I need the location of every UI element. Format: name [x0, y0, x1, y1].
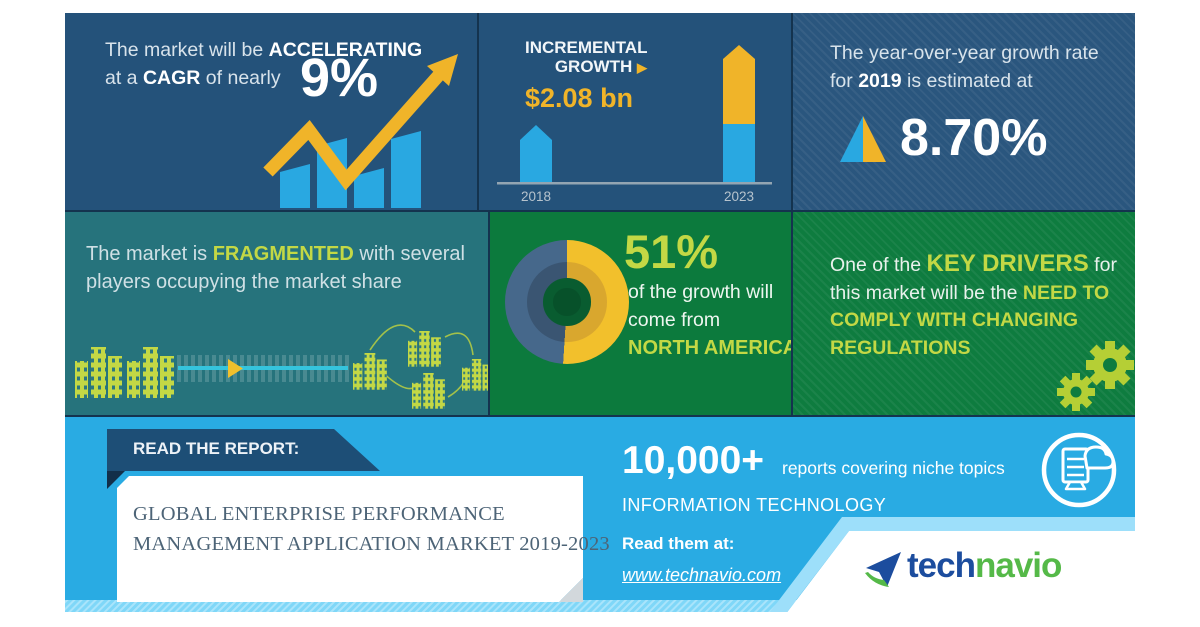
fragmented-text: The market is FRAGMENTED with several pl… [86, 240, 476, 296]
north-america-line2: come from [628, 309, 721, 331]
footer-band [65, 417, 1135, 627]
building-cluster-6 [462, 359, 488, 391]
incremental-title: INCREMENTAL GROWTH ▶ [525, 38, 647, 77]
donut-hole [553, 288, 581, 316]
cagr-line2-prefix: at a [105, 67, 143, 89]
play-icon: ▶ [637, 60, 647, 75]
read-report-ribbon: READ THE REPORT: [107, 429, 380, 471]
building-cluster-1 [75, 347, 122, 398]
report-title-line1: GLOBAL ENTERPRISE PERFORMANCE [133, 503, 505, 525]
incremental-title-line2: GROWTH ▶ [525, 57, 647, 77]
category-label: INFORMATION TECHNOLOGY [622, 495, 887, 515]
technavio-wordmark: technavio [907, 546, 1062, 586]
key-drivers-text: One of the KEY DRIVERS for this market w… [830, 250, 1130, 362]
bar-2018 [520, 125, 552, 182]
cagr-line2: at a CAGR of nearly [105, 65, 281, 92]
read-them-at-label: Read them at: [622, 534, 735, 553]
growth-triangle-icon [840, 116, 886, 162]
bar-4 [391, 131, 421, 208]
report-card-paper [117, 476, 583, 602]
yoy-line1: The year-over-year growth rate [830, 42, 1099, 64]
growth-donut-chart [505, 240, 629, 364]
bar-1 [280, 164, 310, 208]
north-america-value: 51% [624, 225, 719, 278]
infographic-root: The market will be ACCELERATING at a CAG… [65, 13, 1135, 627]
reports-count: 10,000+ [622, 439, 765, 482]
technavio-url-link[interactable]: www.technavio.com [622, 565, 782, 585]
panel-north-america: 51% of the growth will come from NORTH A… [490, 212, 791, 415]
connector-arrow-icon [228, 359, 243, 378]
yoy-line2: for 2019 is estimated at [830, 68, 1033, 95]
cagr-line1: The market will be ACCELERATING [105, 37, 422, 64]
wedge-border [770, 517, 1135, 612]
building-cluster-2 [127, 347, 174, 398]
panel-yoy-growth: The year-over-year growth rate for 2019 … [793, 13, 1135, 210]
trend-arrow-head-icon [427, 54, 458, 86]
panel-incremental-growth: 2018 2023 INCREMENTAL GROWTH ▶ $2.08 bn [479, 13, 791, 210]
fragmented-bold: FRAGMENTED [212, 243, 354, 265]
reports-cloud-server-icon [1041, 432, 1117, 508]
connector-line [178, 366, 348, 370]
report-title-line2: MANAGEMENT APPLICATION MARKET 2019-2023 [133, 532, 610, 555]
north-america-region: NORTH AMERICA [628, 337, 791, 359]
fragmented-buildings-illustration [75, 324, 488, 409]
fragmented-prefix: The market is [86, 243, 213, 265]
wedge-white [776, 531, 1135, 627]
yoy-line2-bold: 2019 [858, 70, 902, 92]
cagr-bars-arrow-chart [263, 54, 458, 208]
yoy-line2-prefix: for [830, 70, 859, 92]
technavio-plane-icon [865, 552, 901, 587]
reports-tagline: reports covering niche topics [782, 458, 1005, 478]
report-card[interactable]: GLOBAL ENTERPRISE PERFORMANCE MANAGEMENT… [117, 476, 610, 602]
report-title: GLOBAL ENTERPRISE PERFORMANCE MANAGEMENT… [133, 500, 610, 559]
key-drivers-prefix: One of the [830, 254, 927, 276]
key-drivers-bold1: KEY DRIVERS [926, 250, 1089, 277]
cagr-value: 9% [300, 48, 379, 108]
incremental-title-growth: GROWTH [554, 57, 633, 76]
bar-3 [354, 168, 384, 208]
read-report-label: READ THE REPORT: [133, 439, 300, 458]
building-cluster-4 [408, 331, 441, 367]
fragmented-suffix: with several players occupying the marke… [86, 243, 465, 293]
brand-navio: navio [974, 546, 1062, 585]
label-2018: 2018 [521, 189, 551, 204]
bar-2023-growth [723, 45, 755, 124]
key-drivers-mid: for this market will be the [830, 254, 1117, 304]
cagr-line1-prefix: The market will be [105, 39, 269, 61]
panel-key-drivers: One of the KEY DRIVERS for this market w… [793, 212, 1135, 415]
building-cluster-5 [412, 373, 445, 409]
key-drivers-bold2: NEED TO COMPLY WITH CHANGING REGULATIONS [830, 281, 1110, 359]
yoy-line2-suffix: is estimated at [901, 70, 1033, 92]
cagr-line2-bold: CAGR [142, 67, 201, 89]
trend-arrow-line [263, 70, 444, 191]
bar-2023-base [723, 124, 755, 182]
label-2023: 2023 [724, 189, 754, 204]
incremental-title-line1: INCREMENTAL [525, 38, 648, 57]
north-america-line1: of the growth will [628, 281, 774, 303]
building-cluster-3 [353, 353, 387, 390]
incremental-value: $2.08 bn [525, 83, 634, 113]
panel-fragmented: The market is FRAGMENTED with several pl… [65, 212, 488, 415]
yoy-value: 8.70% [900, 109, 1048, 167]
north-america-lines: of the growth will come from NORTH AMERI… [628, 278, 791, 362]
cagr-line2-suffix: of nearly [200, 67, 281, 89]
cagr-line1-bold: ACCELERATING [268, 39, 423, 61]
brand-tech: tech [907, 546, 976, 585]
incremental-growth-chart: 2018 2023 [497, 45, 772, 204]
gears-icon [1057, 341, 1134, 411]
chart-baseline [497, 182, 772, 185]
panel-cagr: The market will be ACCELERATING at a CAG… [65, 13, 477, 210]
